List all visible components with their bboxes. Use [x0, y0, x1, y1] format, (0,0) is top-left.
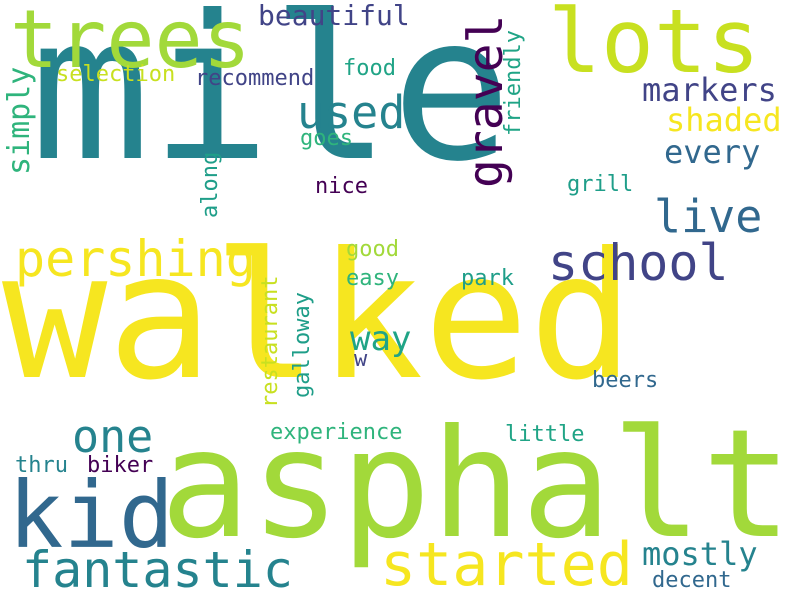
word-live: live	[654, 190, 763, 243]
word-every: every	[664, 133, 761, 171]
word-walked: walked	[2, 216, 635, 419]
word-nice: nice	[315, 174, 368, 199]
word-selection: selection	[56, 62, 176, 87]
word-goes: goes	[300, 126, 353, 151]
word-park: park	[461, 266, 514, 291]
word-biker: biker	[87, 453, 154, 478]
word-experience: experience	[270, 420, 403, 445]
word-asphalt: asphalt	[160, 398, 793, 572]
word-friendly: friendly	[501, 30, 526, 136]
word-grill: grill	[567, 172, 634, 197]
word-markers: markers	[642, 71, 777, 109]
word-thru: thru	[15, 453, 68, 478]
word-recommend: recommend	[195, 66, 315, 91]
word-good: good	[346, 237, 399, 262]
word-w: w	[354, 347, 368, 372]
word-easy: easy	[346, 266, 399, 291]
word-shaded: shaded	[666, 101, 782, 139]
word-food: food	[343, 56, 396, 81]
word-way: way	[350, 319, 412, 359]
word-little: little	[505, 422, 585, 447]
word-beers: beers	[592, 368, 659, 393]
word-mile: mile	[30, 0, 512, 206]
word-fantastic: fantastic	[22, 541, 293, 599]
word-galloway: galloway	[290, 292, 315, 398]
word-school: school	[548, 234, 729, 292]
word-restaurant: restaurant	[258, 275, 283, 408]
word-decent: decent	[652, 568, 732, 593]
word-along: along	[198, 151, 223, 218]
word-trees: trees	[10, 0, 251, 86]
word-beautiful: beautiful	[258, 0, 410, 32]
word-simply: simply	[2, 66, 37, 175]
word-pershing: pershing	[15, 230, 256, 288]
word-mostly: mostly	[642, 535, 758, 573]
word-used: used	[297, 86, 406, 139]
word-started: started	[380, 530, 633, 600]
word-one: one	[72, 410, 154, 463]
word-kid: kid	[8, 462, 175, 569]
word-lots: lots	[548, 0, 760, 93]
